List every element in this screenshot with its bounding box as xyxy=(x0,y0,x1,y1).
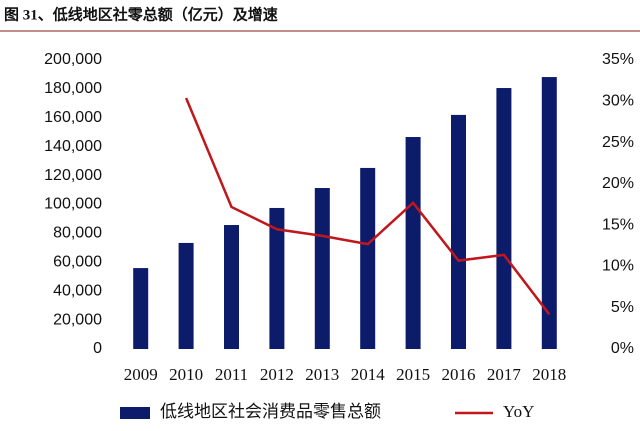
y-tick-label: 80,000 xyxy=(53,225,102,242)
y2-tick-label: 5% xyxy=(611,299,634,316)
bar xyxy=(269,207,285,349)
bar xyxy=(224,225,239,349)
x-tick-label: 2014 xyxy=(351,365,386,384)
line xyxy=(184,97,551,316)
x-tick-label: 2010 xyxy=(169,365,203,384)
y2-tick-label: 15% xyxy=(602,216,634,233)
x-tick-label: 2013 xyxy=(305,365,339,384)
bar xyxy=(451,114,466,349)
x-tick-label: 2011 xyxy=(215,365,248,384)
y2-tick-label: 30% xyxy=(602,93,634,110)
y2-tick-label: 25% xyxy=(602,134,634,151)
y-tick-label: 0 xyxy=(93,340,102,357)
bar xyxy=(178,242,194,349)
y2-tick-label: 20% xyxy=(602,175,634,192)
y-tick-label: 20,000 xyxy=(53,311,102,328)
x-tick-label: 2009 xyxy=(124,365,158,384)
bar xyxy=(314,188,330,349)
y-tick-label: 40,000 xyxy=(53,282,102,299)
bar xyxy=(496,88,512,350)
y-tick-label: 140,000 xyxy=(44,138,102,155)
bar xyxy=(541,77,557,350)
y2-tick-label: 35% xyxy=(602,51,634,68)
bar xyxy=(360,167,376,349)
chart-title: 图 31、低线地区社零总额（亿元）及增速 xyxy=(4,5,278,23)
y-tick-label: 60,000 xyxy=(53,254,102,271)
bar xyxy=(133,268,149,349)
y-tick-label: 160,000 xyxy=(44,109,102,126)
x-tick-label: 2016 xyxy=(442,365,476,384)
legend-label: YoY xyxy=(503,402,534,421)
x-tick-label: 2012 xyxy=(260,365,294,384)
y2-tick-label: 0% xyxy=(611,340,634,357)
bar xyxy=(405,137,421,349)
y-tick-label: 180,000 xyxy=(44,80,102,97)
y-tick-label: 200,000 xyxy=(44,51,102,68)
y-tick-label: 100,000 xyxy=(44,196,102,213)
x-tick-label: 2015 xyxy=(396,365,430,384)
x-tick-label: 2017 xyxy=(487,365,522,384)
legend-swatch xyxy=(120,407,150,419)
y-tick-label: 120,000 xyxy=(44,167,102,184)
x-tick-label: 2018 xyxy=(532,365,566,384)
legend-label: 低线地区社会消费品零售总额 xyxy=(160,402,381,421)
y2-tick-label: 10% xyxy=(602,258,634,275)
